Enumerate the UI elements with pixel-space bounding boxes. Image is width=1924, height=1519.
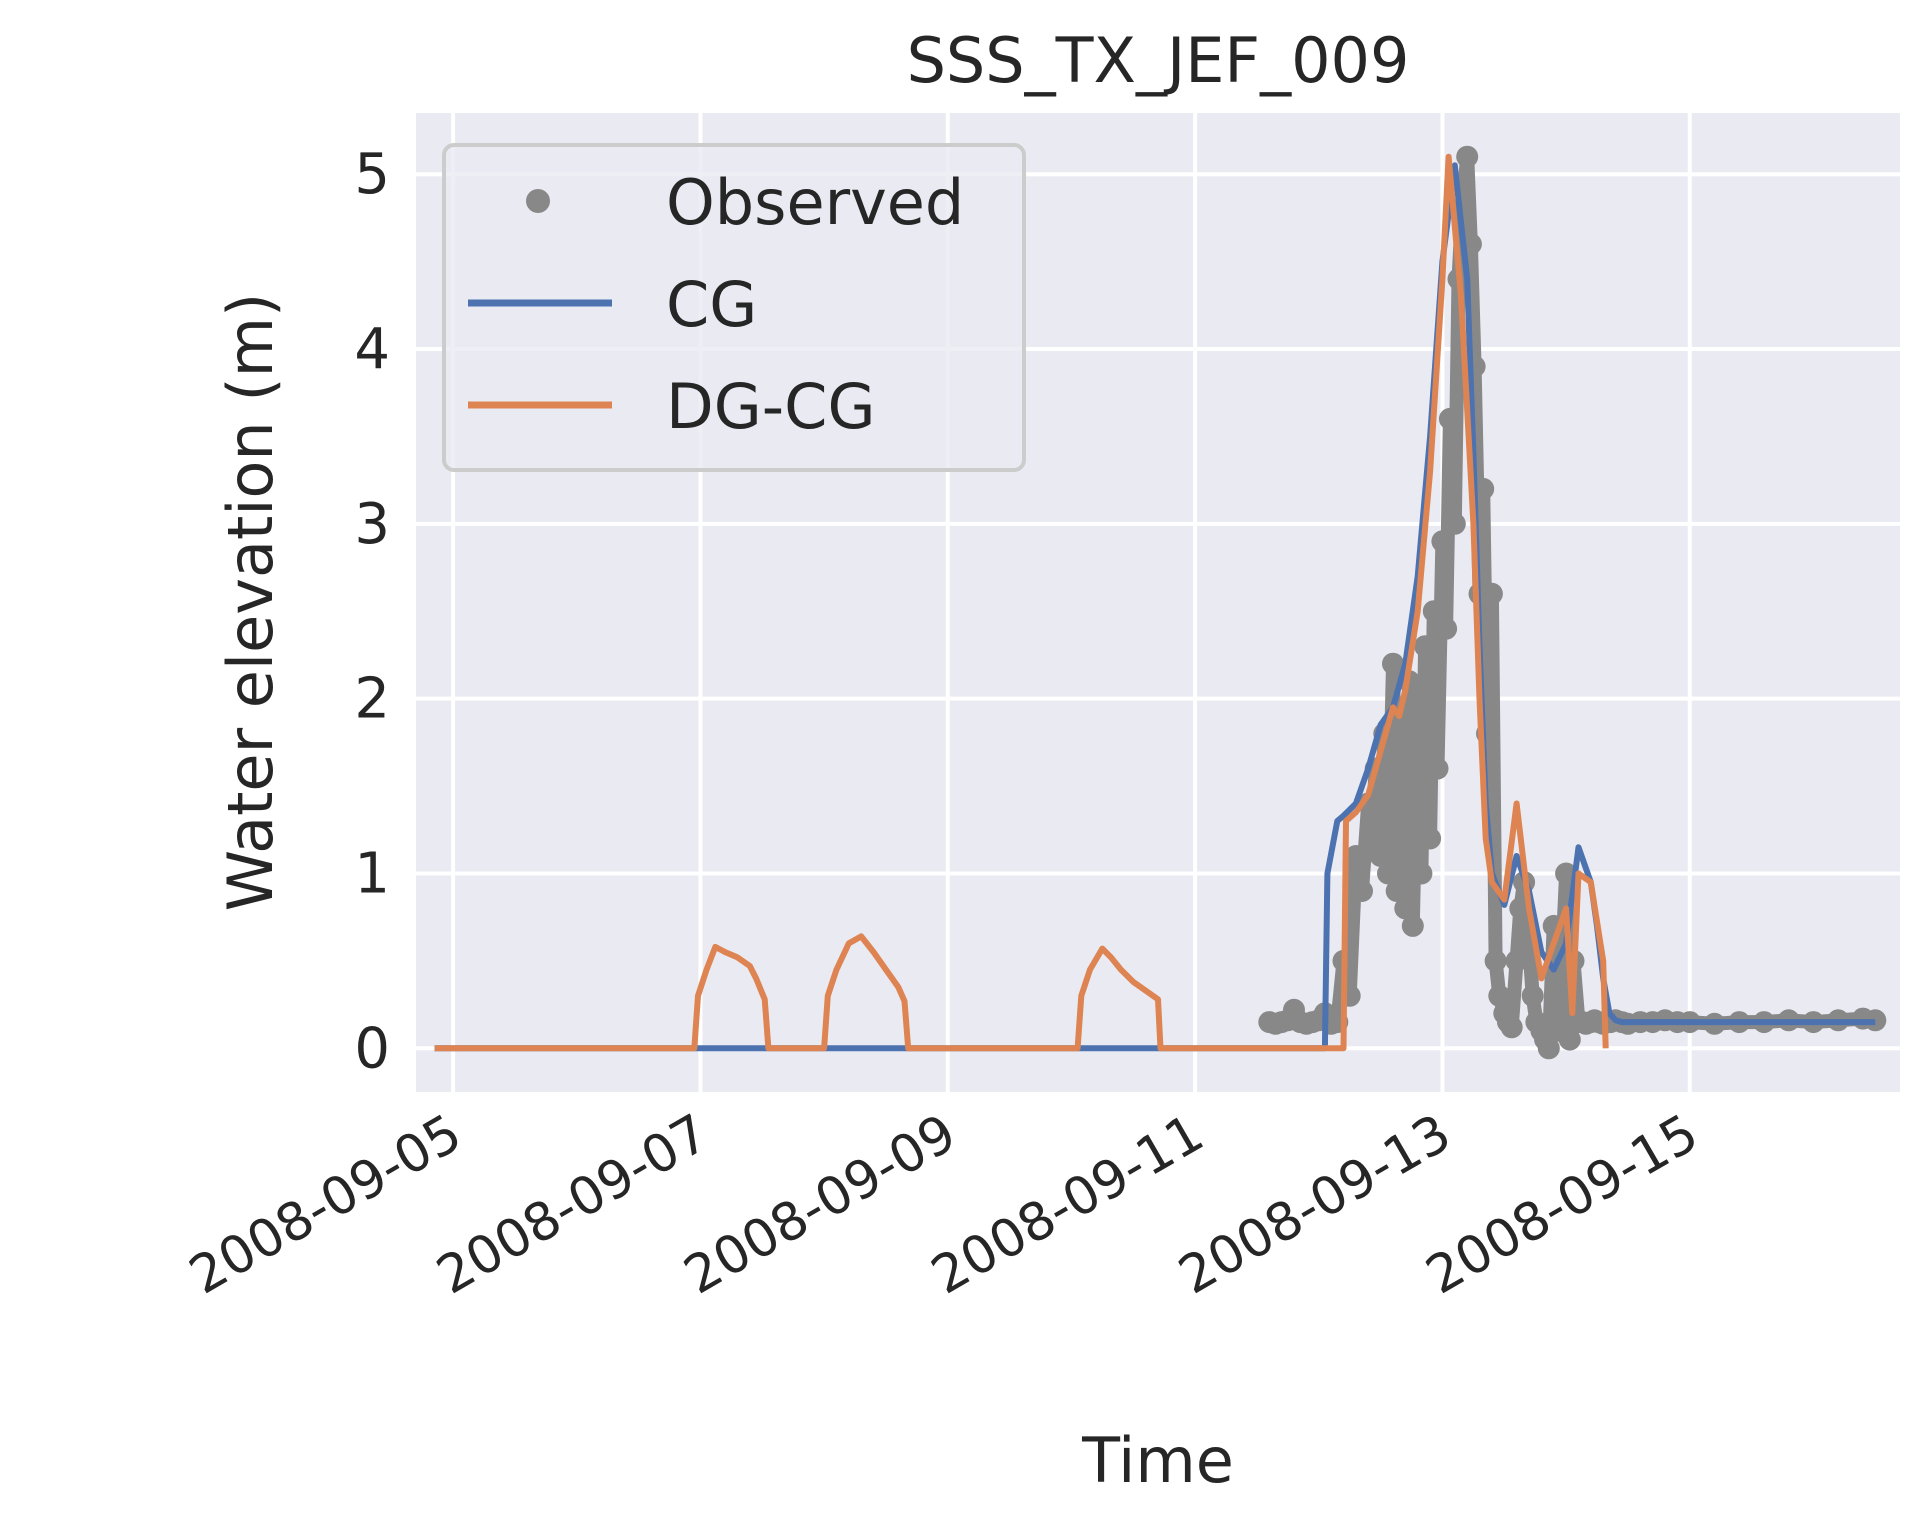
observed-point: [1369, 845, 1392, 867]
observed-point: [1414, 635, 1437, 658]
x-axis-label: Time: [1081, 1424, 1234, 1497]
observed-point: [1394, 897, 1417, 920]
legend-label-observed: Observed: [666, 166, 964, 239]
y-tick-label: 3: [354, 492, 390, 557]
x-tick-labels: 2008-09-052008-09-072008-09-092008-09-11…: [180, 1103, 1708, 1306]
observed-point: [1521, 984, 1544, 1007]
observed-point: [1344, 845, 1367, 867]
observed-point: [1410, 862, 1433, 885]
observed-point: [1558, 1028, 1581, 1051]
y-tick-label: 5: [354, 142, 390, 207]
legend-marker-observed: [526, 189, 550, 213]
legend-label-dgcg: DG-CG: [666, 370, 876, 443]
observed-point: [1419, 827, 1442, 850]
model-lines: [434, 153, 1876, 1052]
y-tick-label: 4: [354, 317, 390, 382]
y-tick-label: 1: [354, 841, 390, 906]
observed-point: [1426, 757, 1449, 780]
y-tick-label: 0: [354, 1016, 390, 1081]
chart-title: SSS_TX_JEF_009: [907, 24, 1410, 97]
observed-point: [1456, 145, 1479, 168]
observed-point: [1484, 949, 1507, 972]
observed-point: [1438, 407, 1461, 430]
x-tick-label: 2008-09-13: [1169, 1103, 1461, 1306]
legend: Observed CG DG-CG: [442, 143, 1026, 472]
observed-point: [1480, 582, 1503, 605]
observed-point: [1435, 617, 1458, 640]
observed-point: [1537, 1037, 1560, 1060]
observed-point: [1505, 949, 1528, 972]
observed-point: [1488, 984, 1511, 1007]
legend-box: [442, 143, 1026, 472]
observed-point: [1401, 914, 1424, 937]
observed-point: [1385, 880, 1408, 902]
observed-point: [1351, 880, 1373, 902]
y-tick-label: 2: [354, 667, 390, 732]
observed-point: [1360, 827, 1383, 850]
observed-point: [1406, 687, 1429, 710]
observed-point: [1443, 512, 1466, 535]
observed-point: [1422, 600, 1445, 623]
observed-point: [1472, 477, 1495, 500]
x-tick-label: 2008-09-15: [1417, 1103, 1709, 1306]
x-tick-label: 2008-09-11: [922, 1103, 1214, 1306]
observed-point: [1550, 967, 1573, 990]
legend-label-cg: CG: [666, 268, 757, 341]
observed-point: [1377, 862, 1399, 885]
observed-point: [1382, 652, 1404, 675]
x-tick-label: 2008-09-07: [427, 1103, 719, 1306]
observed-point: [1431, 530, 1454, 553]
y-tick-labels: 0 1 2 3 4 5: [354, 142, 390, 1081]
observed-point: [1500, 1016, 1523, 1039]
dgcg-line: [434, 153, 1609, 1052]
x-tick-label: 2008-09-05: [180, 1103, 472, 1306]
y-axis-label: Water elevation (m): [214, 293, 287, 911]
x-tick-label: 2008-09-09: [675, 1103, 967, 1306]
